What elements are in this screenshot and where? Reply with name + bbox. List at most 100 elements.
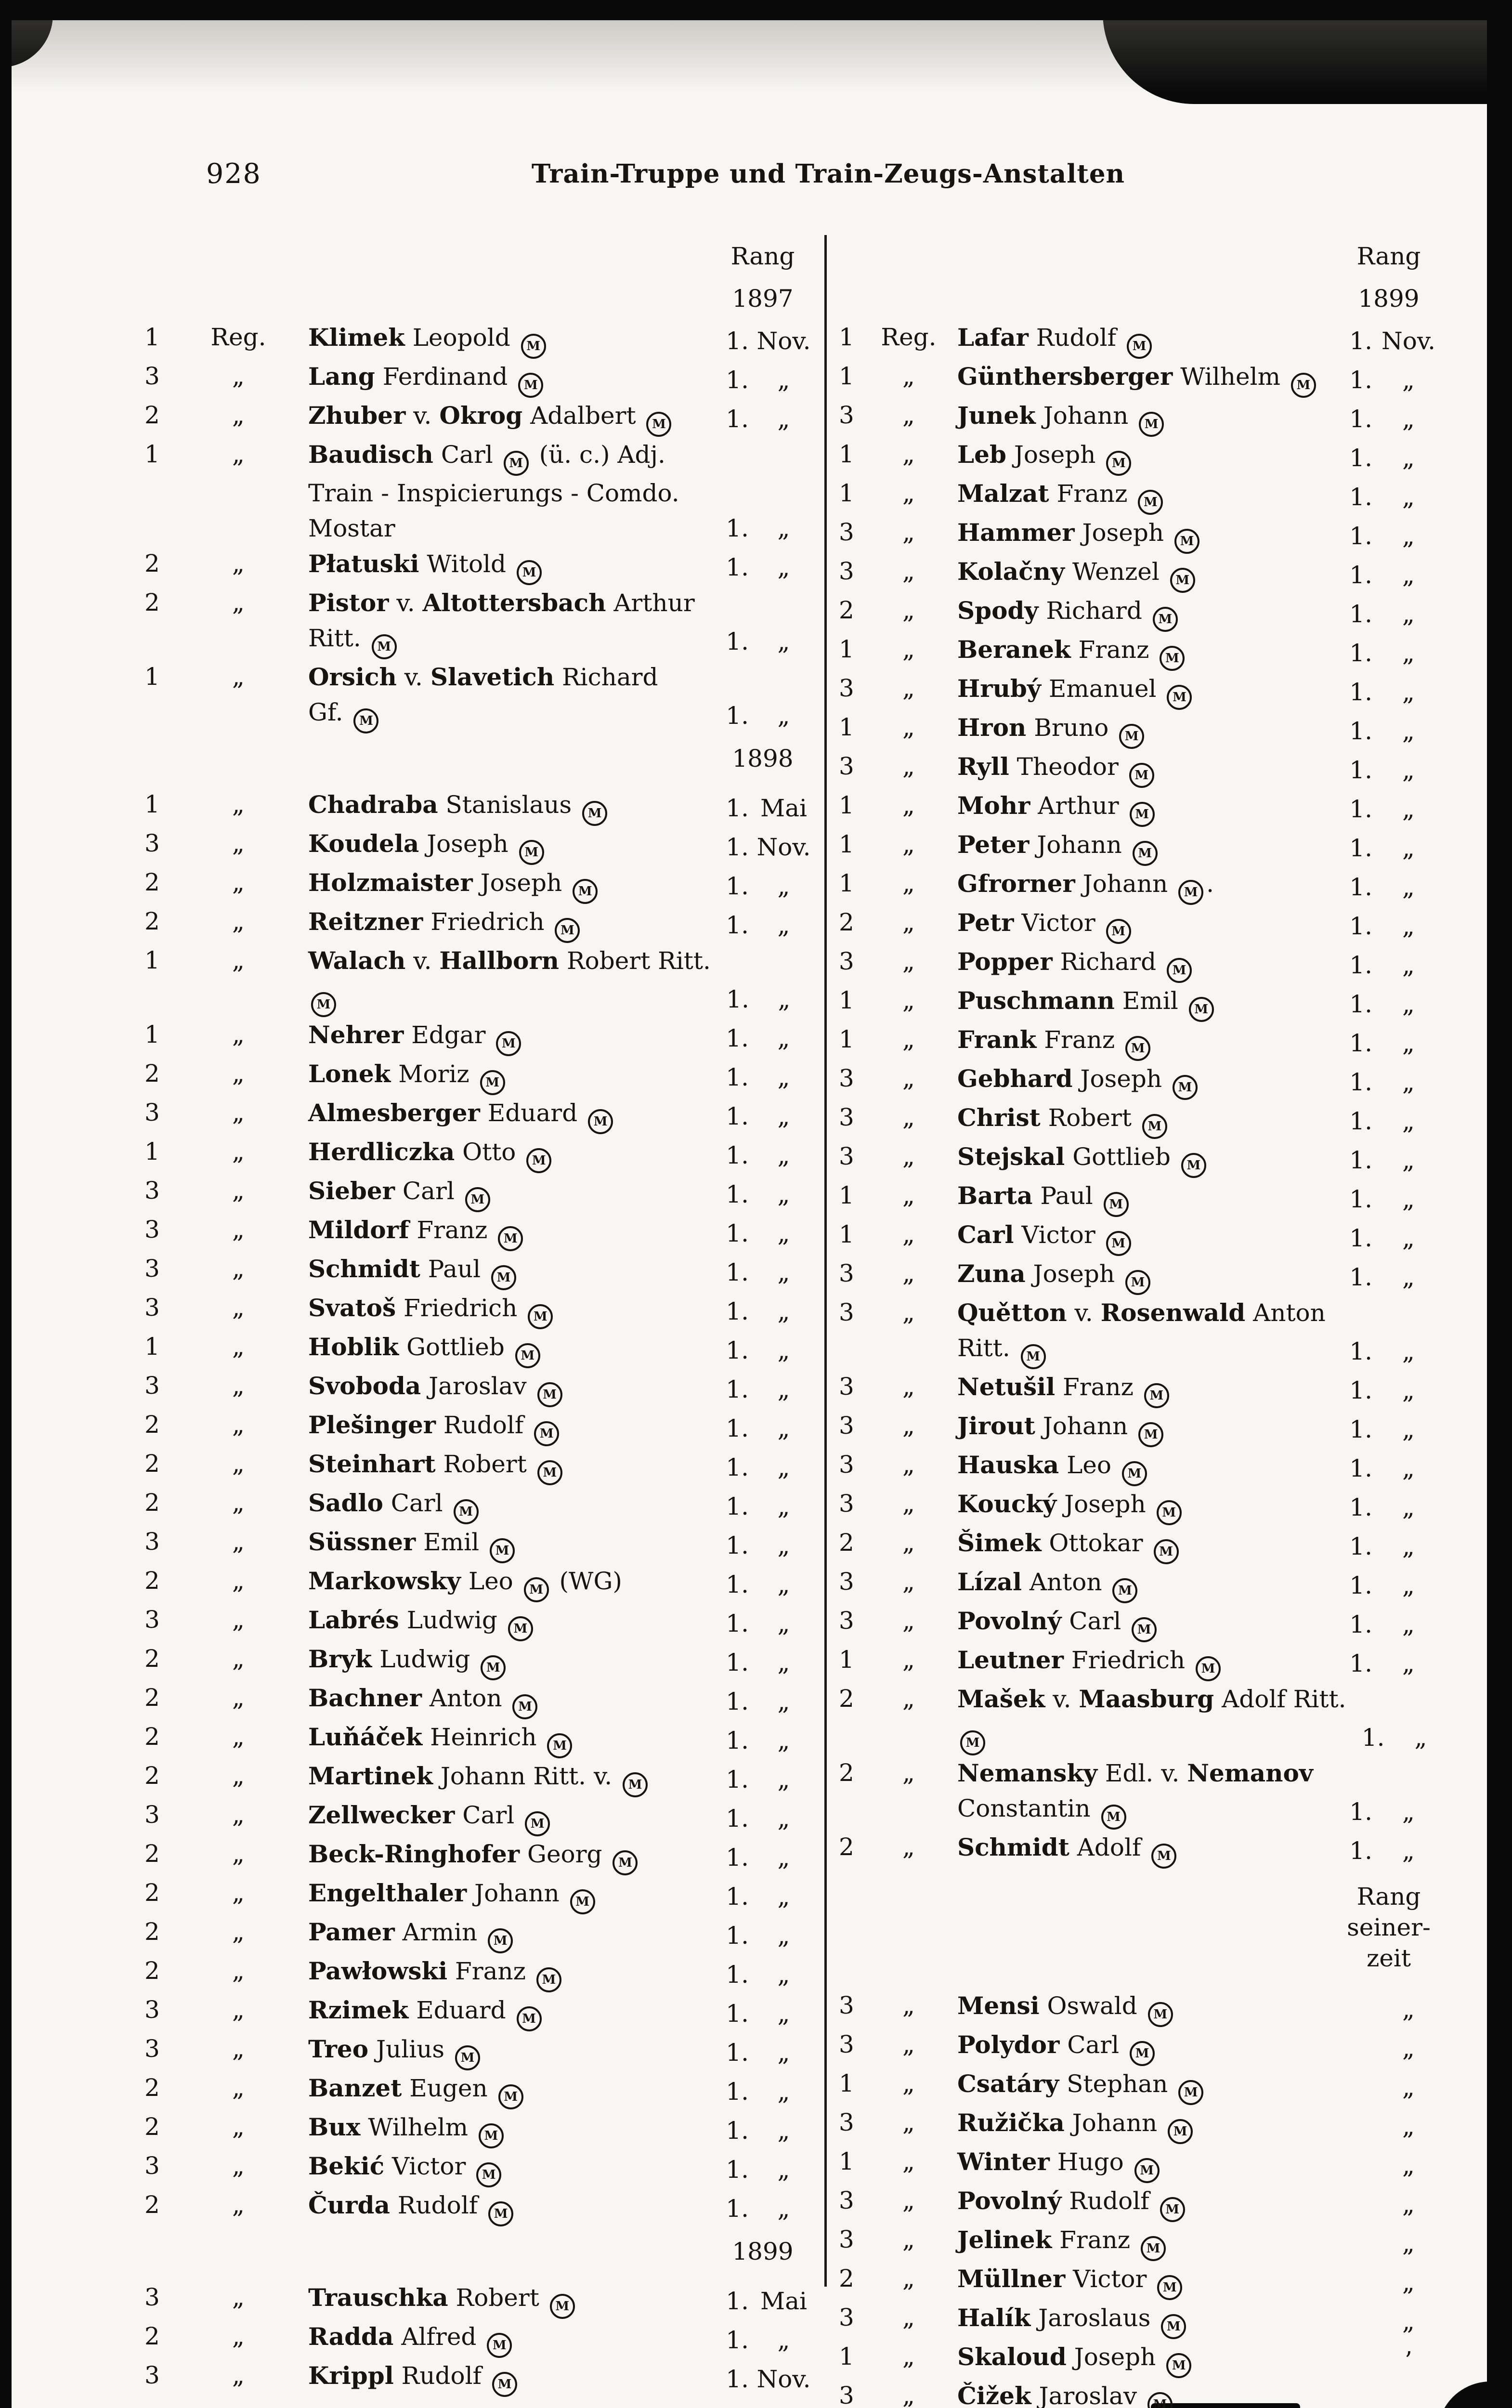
regiment-number: 2: [144, 2191, 160, 2219]
regiment-number: 2: [144, 1957, 160, 1985]
medal-icon: M: [1020, 1344, 1046, 1369]
register-row: 3 „ Süssner Emil M 1. „: [144, 1524, 819, 1563]
rank-date-day: 1.: [1349, 1224, 1372, 1252]
officer-name: Peter Johann M: [945, 827, 1334, 866]
regiment-number: 3: [839, 1103, 854, 1131]
officer-name: Płatuski Witold M: [299, 546, 710, 585]
regiment-number: 1: [839, 830, 854, 858]
medal-icon: M: [1139, 412, 1164, 437]
regiment-number: 3: [839, 1991, 854, 2019]
regiment-number: 3: [144, 2035, 160, 2063]
register-row: 1 „ Gfrorner Johann M. 1. „: [839, 866, 1445, 905]
register-row: 1 Reg. Lafar Rudolf M 1. Nov.: [839, 320, 1445, 359]
rank-date-day: 1.: [726, 1766, 749, 1793]
officer-name: Sieber Carl M: [299, 1173, 710, 1212]
regiment-ditto: „: [232, 2322, 245, 2350]
register-row: 2 „ Pistor v. Altottersbach Arthur Ritt. M 1…: [144, 585, 819, 659]
rank-date-day: 1.: [726, 1180, 749, 1208]
medal-icon: M: [480, 1070, 505, 1095]
register-row: 1 „ Herdliczka Otto M 1. „: [144, 1134, 819, 1173]
regiment-number: 1: [839, 2147, 854, 2175]
officer-name: Rzimek Eduard M: [299, 1992, 710, 2031]
scan-edge-left: [0, 0, 12, 2408]
register-row: 3 „ Lang Ferdinand M 1. „: [144, 359, 819, 398]
register-row: 2 „ Engelthaler Johann M 1. „: [144, 1875, 819, 1914]
medal-icon: M: [503, 451, 529, 476]
rank-date-month: „: [777, 366, 790, 394]
regiment-number: 2: [839, 1685, 854, 1713]
regiment-ditto: „: [232, 1918, 245, 1946]
regiment-ditto: „: [902, 1412, 915, 1440]
officer-name: Trauschka Robert M: [299, 2280, 710, 2319]
medal-icon: M: [1167, 685, 1192, 710]
rank-date-day: 1.: [1349, 1649, 1372, 1677]
register-row: 1 „ Günthersberger Wilhelm M 1. „: [839, 359, 1445, 398]
rank-date-day: 1.: [1349, 1798, 1372, 1826]
medal-icon: M: [1152, 607, 1178, 632]
register-row: 2 „ Čurda Rudolf M 1. „: [144, 2187, 819, 2226]
medal-icon: M: [1142, 1114, 1167, 1139]
register-row: 2 „ Reitzner Friedrich M 1. „: [144, 904, 819, 943]
register-row: 2 „ Banzet Eugen M 1. „: [144, 2070, 819, 2109]
regiment-ditto: „: [902, 1064, 915, 1092]
register-row: 3 „ Jirout Johann M 1. „: [839, 1408, 1445, 1447]
rank-date-day: 1.: [726, 872, 749, 900]
register-row: 1 „ Barta Paul M 1. „: [839, 1178, 1445, 1217]
rank-date-day: 1.: [1349, 756, 1372, 784]
rank-date-month: „: [777, 2326, 790, 2354]
regiment-ditto: „: [232, 440, 245, 468]
officer-name: Ružička Johann M: [945, 2105, 1334, 2144]
register-row: 3 „ Halík Jaroslaus M „: [839, 2300, 1445, 2339]
rank-date-month: „: [777, 1180, 790, 1208]
medal-icon: M: [1178, 2080, 1204, 2105]
regiment-number: 1: [144, 1138, 160, 1165]
rank-date-month: „: [777, 1610, 790, 1637]
regiment-ditto: „: [902, 752, 915, 780]
rank-date-month: Mai: [760, 2287, 807, 2315]
medal-icon: M: [508, 1616, 533, 1641]
regiment-number: 1: [839, 323, 854, 351]
regiment-ditto: „: [902, 908, 915, 936]
regiment-number: 1: [144, 1021, 160, 1048]
medal-icon: M: [1132, 1617, 1157, 1642]
rank-date-day: 1.: [726, 1297, 749, 1325]
medal-icon: M: [573, 879, 598, 904]
rank-date-month: „: [777, 2195, 790, 2223]
medal-icon: M: [512, 1694, 538, 1719]
regiment-ditto: „: [232, 1294, 245, 1322]
rank-date-day: 1.: [1349, 444, 1372, 472]
register-row: 1 „ Mohr Arthur M 1. „: [839, 788, 1445, 827]
rank-date-day: 1.: [1349, 561, 1372, 589]
rank-date-month: „: [1402, 2112, 1415, 2140]
regiment-ditto: „: [232, 1879, 245, 1907]
rank-date-month: „: [1402, 2229, 1415, 2257]
regiment-number: 2: [144, 1684, 160, 1712]
regiment-number: 1: [839, 986, 854, 1014]
rank-date-month: „: [1402, 1263, 1415, 1291]
medal-icon: M: [518, 373, 544, 398]
register-row: 3 „ Polydor Carl M „: [839, 2027, 1445, 2066]
regiment-number: 2: [839, 2264, 854, 2292]
rank-date-month: „: [777, 1453, 790, 1481]
regiment-ditto: „: [232, 1996, 245, 2024]
officer-name: Plešinger Rudolf M: [299, 1407, 710, 1446]
rank-date-month: „: [777, 702, 790, 730]
regiment-ditto: „: [902, 518, 915, 546]
regiment-number: 3: [144, 1294, 160, 1322]
officer-name: Radda Alfred M: [299, 2319, 710, 2358]
officer-name: Labrés Ludwig M: [299, 1602, 710, 1641]
rank-date-day: 1.: [726, 1961, 749, 1989]
regiment-ditto: „: [232, 1762, 245, 1790]
rank-date-month: „: [777, 1258, 790, 1286]
regiment-ditto: „: [902, 713, 915, 741]
rank-date-day: 1.: [726, 553, 749, 581]
officer-name: Bekić Victor M: [299, 2148, 710, 2187]
medal-icon: M: [453, 1499, 479, 1524]
medal-icon: M: [1181, 1153, 1206, 1178]
medal-icon: M: [521, 334, 546, 359]
medal-icon: M: [498, 2084, 523, 2109]
officer-name: Hammer Joseph M: [945, 515, 1334, 554]
register-row: 3 „ Koudela Joseph M 1. Nov.: [144, 826, 819, 865]
register-row: 3 „ Schmidt Paul M 1. „: [144, 1251, 819, 1290]
medal-icon: M: [549, 2294, 575, 2319]
